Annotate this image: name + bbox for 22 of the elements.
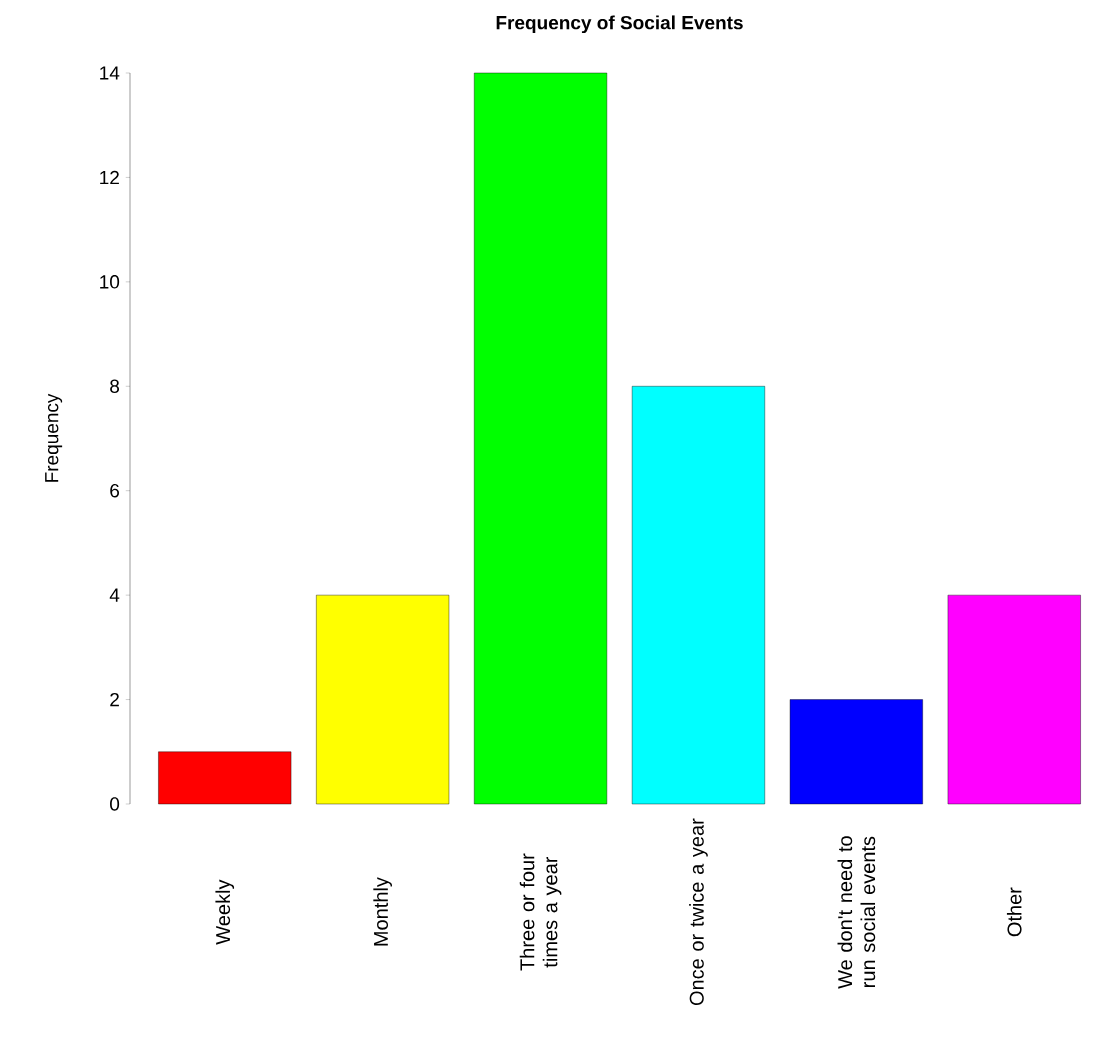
y-tick-label: 0 (110, 797, 120, 811)
x-tick-label: We don't need to run social events (837, 836, 876, 989)
y-tick-label: 4 (109, 588, 120, 602)
x-tick-label: Once or twice a year (689, 818, 708, 1006)
y-axis-title: Frequency (45, 393, 63, 482)
y-tick-label: 10 (100, 275, 120, 289)
bar (631, 386, 765, 805)
y-tick-label: 12 (100, 170, 119, 185)
x-tick-label: Three or four times a year (519, 853, 562, 971)
y-tick-label: 6 (110, 483, 120, 498)
x-tick-label: Weekly (215, 879, 235, 945)
y-tick-label: 2 (110, 692, 119, 707)
bar (789, 699, 923, 805)
bar (947, 594, 1081, 805)
x-tick-label: Monthly (373, 877, 392, 946)
bar (316, 594, 450, 805)
y-tick-label: 14 (100, 66, 120, 80)
y-tick-label: 8 (110, 379, 120, 393)
x-tick-label: Other (1006, 887, 1022, 937)
bar (474, 72, 608, 805)
bar (158, 751, 292, 805)
chart-title: Frequency of Social Events (496, 15, 743, 34)
